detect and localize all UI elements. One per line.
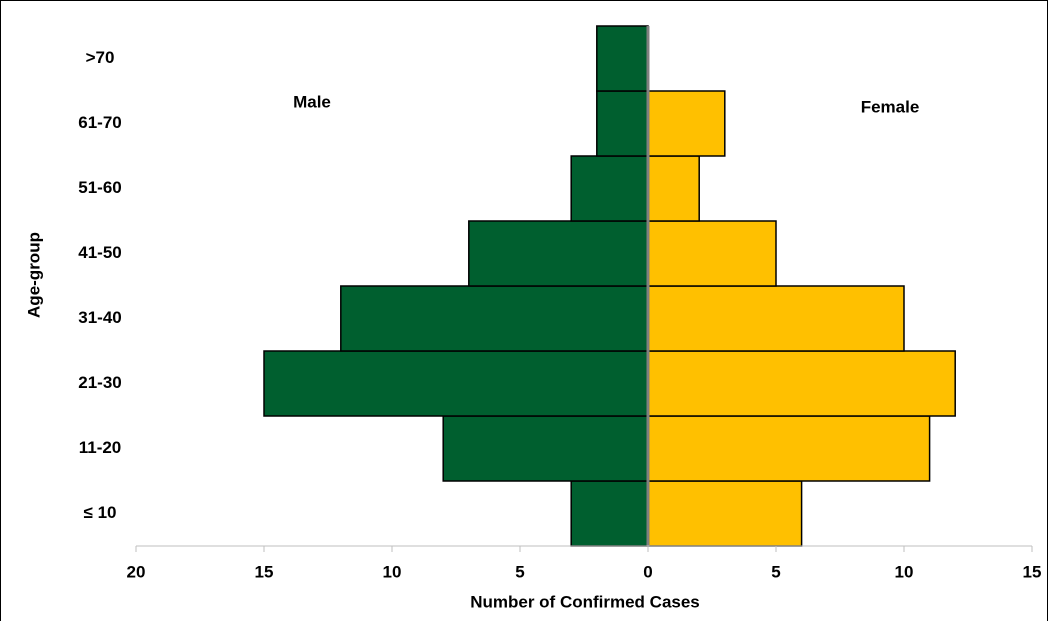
x-tick-label: 15 [1023,562,1042,581]
legend-label: Female [861,97,920,116]
y-tick-label: 41-50 [78,243,121,262]
y-axis-title: Age-group [24,232,43,318]
y-tick-label: 31-40 [78,308,121,327]
bar [647,415,931,482]
x-tick-label: 10 [895,562,914,581]
y-tick-label: 21-30 [78,373,121,392]
bar [647,155,700,222]
bar [468,220,649,287]
y-tick-label: ≤ 10 [84,503,117,522]
x-tick-label: 5 [515,562,524,581]
bar [647,285,905,352]
y-tick-label: >70 [86,48,115,67]
bar [442,415,649,482]
bar [570,155,649,222]
x-tick-label: 15 [255,562,274,581]
x-tick-label: 10 [383,562,402,581]
x-axis-title: Number of Confirmed Cases [470,592,700,611]
y-tick-label: 51-60 [78,178,121,197]
bar [647,350,956,417]
bar [647,480,803,547]
x-tick-label: 5 [771,562,780,581]
bar [263,350,649,417]
y-tick-label: 11-20 [79,438,122,457]
y-tick-label: 61-70 [78,113,121,132]
bar [647,220,777,287]
bar [647,90,726,157]
legend-label: Male [293,92,331,111]
bar [596,90,649,157]
bar [596,25,649,92]
bar [570,480,649,547]
x-tick-label: 20 [127,562,146,581]
bar [340,285,649,352]
x-tick-label: 0 [643,562,652,581]
